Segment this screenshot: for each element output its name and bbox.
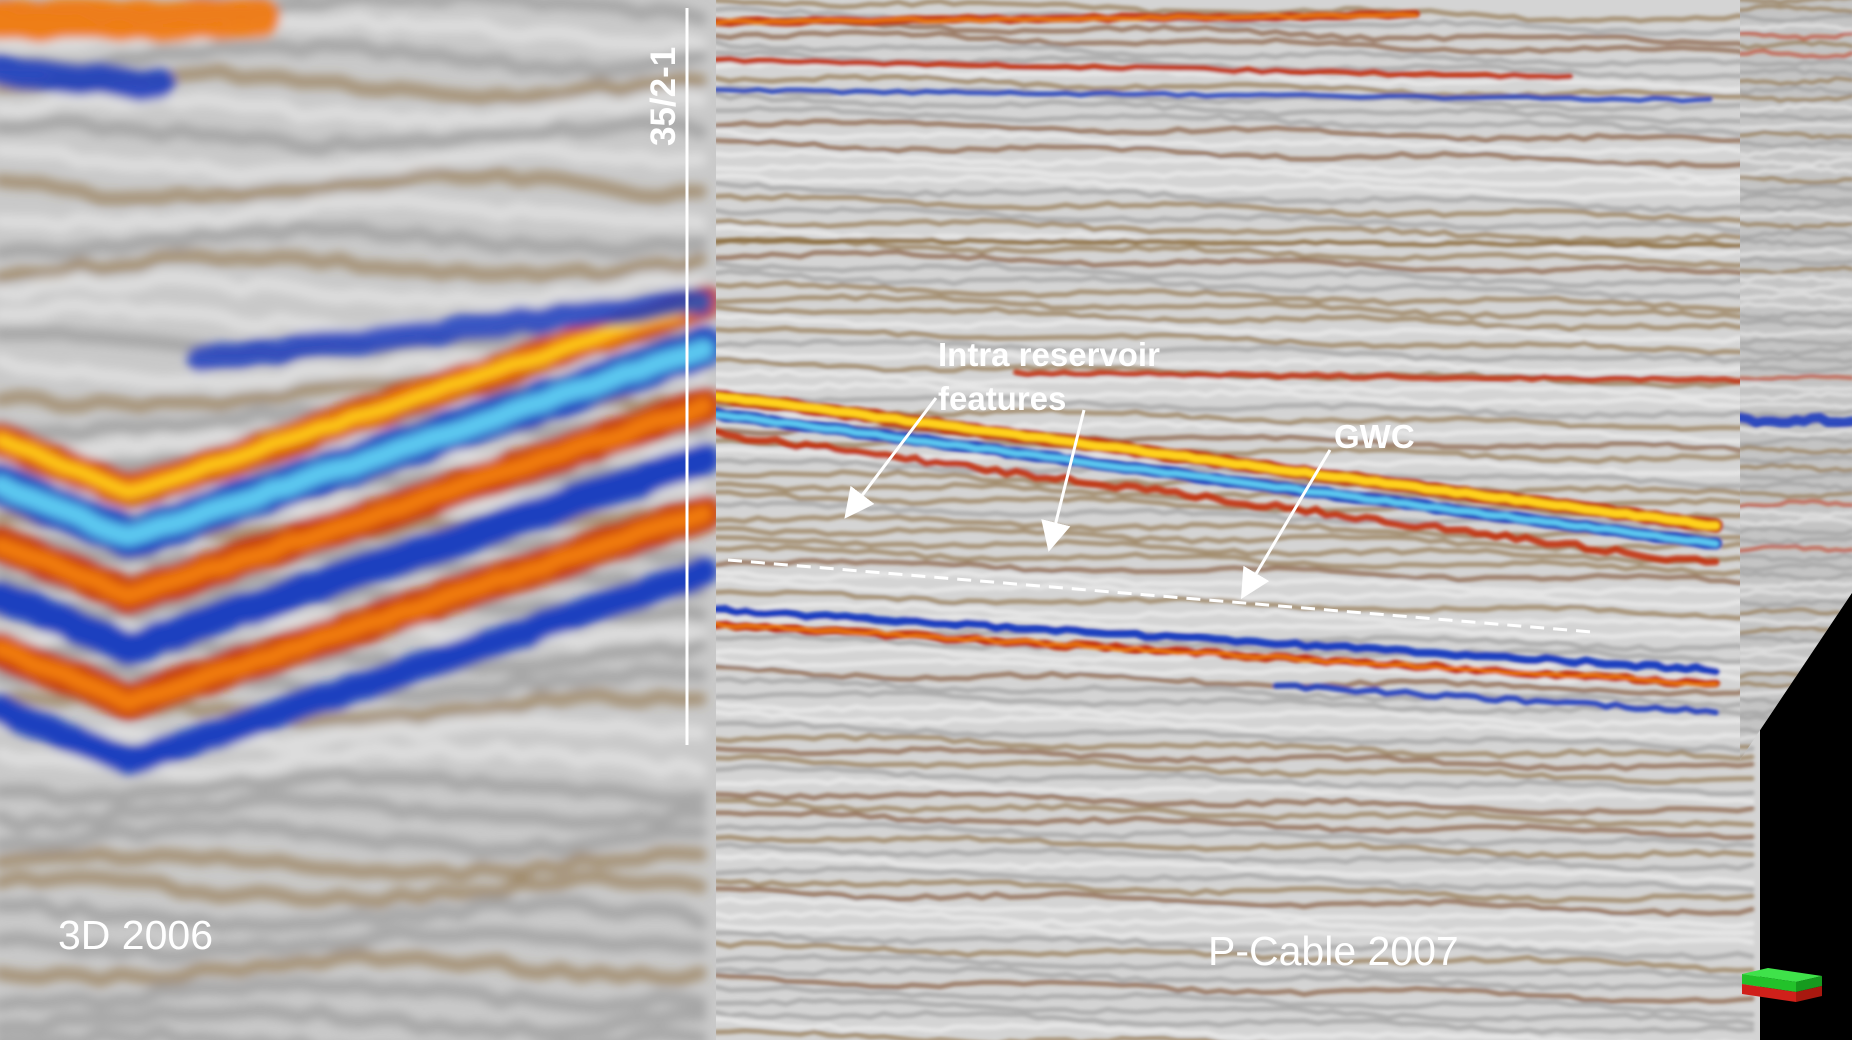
seismic-panel-3d-2006 (0, 0, 716, 1040)
survey-label-pcable-2007: P-Cable 2007 (1208, 928, 1459, 974)
seismic-image-side (1740, 0, 1852, 760)
seismic-image-3d-2006 (0, 0, 716, 1040)
well-label: 35/2-1 (644, 46, 683, 146)
feature-label-line1: Intra reservoir (938, 336, 1160, 373)
feature-label-line2: features (938, 380, 1067, 417)
seismic-image-pcable-2007 (716, 0, 1760, 1040)
gwc-label: GWC (1334, 418, 1415, 455)
orientation-cube-icon[interactable] (1738, 966, 1826, 1006)
seismic-panel-side (1740, 0, 1852, 760)
survey-label-3d-2006: 3D 2006 (58, 912, 214, 958)
seismic-panel-pcable-2007 (716, 0, 1760, 1040)
